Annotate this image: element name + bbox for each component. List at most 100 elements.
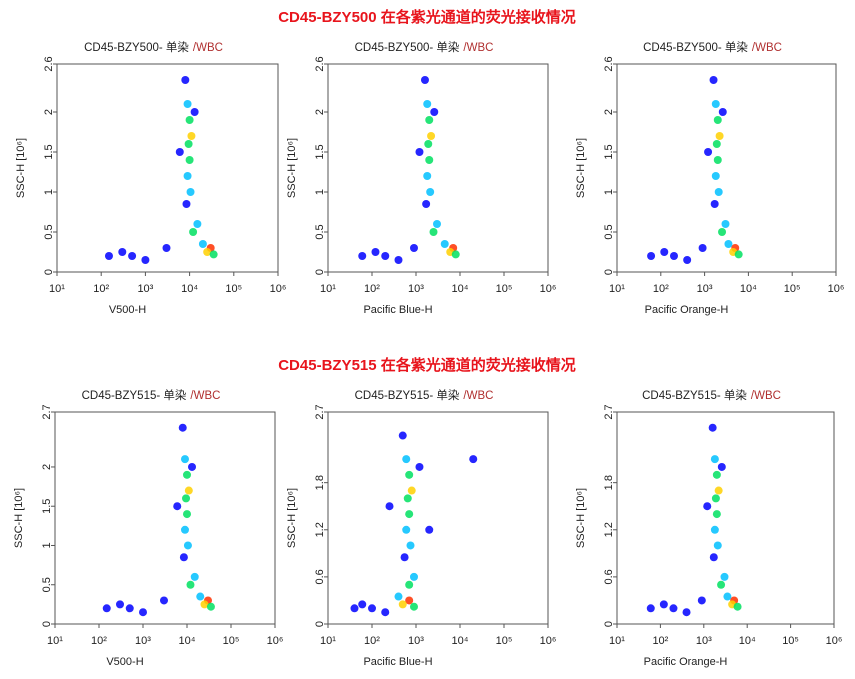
event-point: [430, 108, 439, 116]
x-tick-label: 10⁴: [452, 283, 469, 295]
y-tick-label: 0: [603, 269, 615, 275]
x-tick-label: 10⁵: [496, 635, 513, 647]
event-point: [709, 553, 718, 562]
plot-title-text: CD45-BZY515- 单染: [355, 388, 460, 402]
event-point: [162, 244, 171, 252]
event-point: [708, 423, 717, 432]
event-point: [209, 250, 218, 259]
x-tick-label: 10²: [364, 283, 380, 295]
y-tick-label: 0: [43, 269, 55, 275]
plot-title: CD45-BZY515- 单染/WBC: [355, 388, 494, 402]
event-point: [697, 596, 706, 605]
event-point: [709, 76, 718, 84]
x-axis-label: Pacific Blue-H: [363, 656, 432, 668]
event-point: [427, 132, 436, 140]
event-point: [182, 494, 191, 503]
event-point: [178, 423, 187, 432]
y-axis-label: SSC-H [10⁶]: [575, 138, 587, 198]
event-point: [186, 188, 195, 196]
y-tick-label: 2.6: [314, 56, 326, 71]
event-point: [173, 502, 182, 511]
event-point: [358, 600, 367, 609]
y-axis-label: SSC-H [10⁶]: [286, 488, 298, 548]
x-tick-label: 10²: [364, 635, 380, 647]
x-axis-label: Pacific Orange-H: [645, 304, 729, 316]
event-point: [717, 462, 726, 471]
event-point: [415, 462, 424, 471]
y-tick-label: 0.5: [43, 224, 55, 239]
x-tick-label: 10¹: [609, 283, 625, 295]
event-point: [196, 592, 205, 601]
event-point: [193, 220, 202, 228]
event-point: [425, 116, 434, 124]
event-point: [723, 592, 732, 601]
event-point: [733, 602, 742, 611]
plot-frame: [616, 411, 835, 625]
x-tick-label: 10³: [408, 635, 424, 647]
event-point: [381, 608, 390, 617]
event-point: [703, 502, 712, 511]
event-point: [187, 132, 196, 140]
y-tick-label: 2: [314, 109, 326, 115]
y-tick-label: 2: [41, 464, 53, 470]
x-tick-label: 10²: [652, 635, 668, 647]
event-point: [407, 486, 416, 495]
y-tick-label: 1: [603, 189, 615, 195]
plot-frame: [327, 411, 549, 625]
event-point: [409, 572, 418, 581]
event-point: [181, 76, 190, 84]
y-tick-label: 2.7: [603, 404, 615, 419]
x-tick-label: 10⁶: [267, 635, 284, 647]
plot-frame: [616, 63, 837, 273]
gate-label: /WBC: [193, 42, 223, 54]
y-tick-label: 1.5: [603, 144, 615, 159]
x-tick-label: 10⁴: [740, 283, 757, 295]
event-point: [718, 108, 727, 116]
event-point: [180, 525, 189, 534]
x-tick-label: 10⁶: [540, 635, 557, 647]
plot-title: CD45-BZY515- 单染/WBC: [642, 388, 781, 402]
plot-frame: [327, 63, 549, 273]
event-point: [405, 580, 414, 589]
event-point: [425, 525, 434, 534]
y-axis-label: SSC-H [10⁶]: [13, 488, 25, 548]
event-point: [710, 525, 719, 534]
plot-frame: [56, 63, 279, 273]
plot-title: CD45-BZY500- 单染/WBC: [355, 40, 494, 54]
y-tick-label: 0.5: [41, 577, 53, 592]
event-point: [712, 510, 721, 519]
event-point: [385, 502, 394, 511]
y-tick-label: 2.7: [314, 404, 326, 419]
plot-title: CD45-BZY500- 单染/WBC: [643, 40, 782, 54]
y-tick-label: 1.5: [43, 144, 55, 159]
y-tick-label: 1.5: [41, 499, 53, 514]
x-tick-label: 10⁶: [540, 283, 557, 295]
y-tick-label: 1.5: [314, 144, 326, 159]
x-tick-label: 10¹: [47, 635, 63, 647]
event-point: [185, 156, 194, 164]
y-tick-label: 1: [314, 189, 326, 195]
event-point: [698, 244, 707, 252]
event-point: [398, 600, 407, 609]
y-tick-label: 2.6: [603, 56, 615, 71]
x-tick-label: 10⁴: [452, 635, 469, 647]
y-tick-label: 1.2: [314, 522, 326, 537]
event-point: [183, 100, 192, 108]
event-point: [734, 250, 743, 259]
event-point: [115, 600, 124, 609]
x-tick-label: 10⁶: [826, 635, 843, 647]
x-tick-label: 10³: [697, 283, 713, 295]
x-tick-label: 10⁴: [181, 283, 198, 295]
gate-label: /WBC: [463, 42, 493, 54]
section-heading: CD45-BZY515 在各紫光通道的荧光接收情况: [278, 356, 576, 374]
event-point: [118, 248, 127, 256]
event-point: [405, 596, 414, 605]
event-point: [425, 156, 434, 164]
event-point: [190, 572, 199, 581]
plot-title: CD45-BZY500- 单染/WBC: [84, 40, 223, 54]
event-point: [402, 455, 411, 464]
event-point: [429, 228, 438, 236]
y-tick-label: 2.6: [43, 56, 55, 71]
